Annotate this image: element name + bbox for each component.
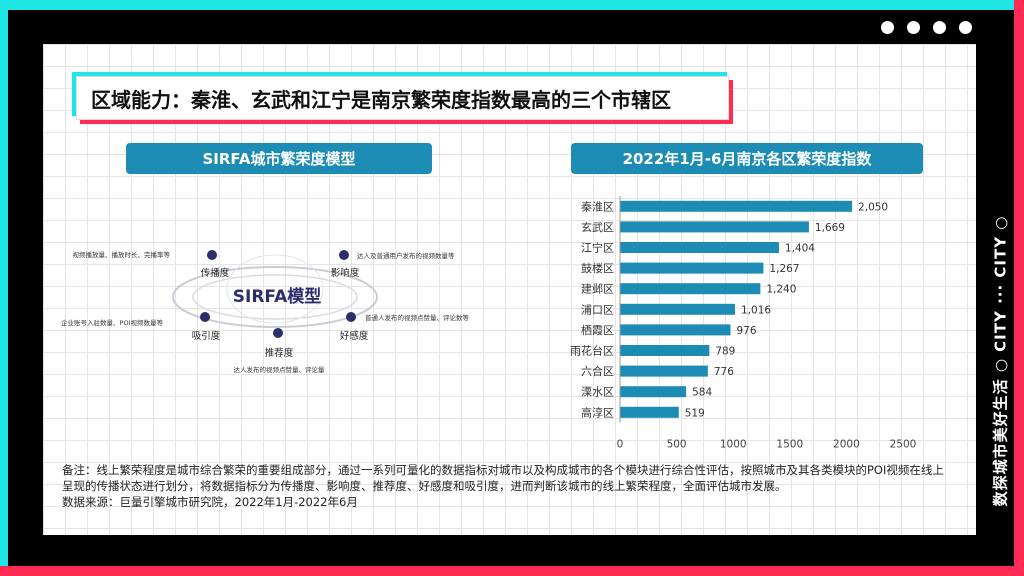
node-desc: 达人发布的视频点赞量、评论量 — [234, 365, 326, 374]
category-label: 雨花台区 — [570, 344, 614, 358]
node-label: 影响度 — [331, 267, 360, 279]
frame-bottom-accent — [0, 566, 1024, 576]
dot-icon — [881, 21, 894, 34]
value-label: 519 — [685, 407, 705, 419]
page-title: 区域能力：秦淮、玄武和江宁是南京繁荣度指数最高的三个市辖区 — [91, 87, 671, 112]
bar — [620, 262, 764, 274]
bar — [620, 221, 809, 233]
dot-icon — [959, 21, 972, 34]
note-text: 备注：线上繁荣程度是城市综合繁荣的重要组成部分，通过一系列可量化的数据指标对城市… — [62, 463, 944, 493]
model-ring-inner — [192, 274, 358, 320]
chart-header: 2022年1月-6月南京各区繁荣度指数 — [571, 143, 923, 174]
category-label: 溧水区 — [581, 385, 614, 399]
frame-left-accent — [0, 0, 8, 570]
model-ring-deco — [226, 254, 324, 324]
x-tick-label: 500 — [667, 439, 687, 450]
value-label: 976 — [736, 325, 756, 337]
content-panel — [43, 44, 976, 535]
x-tick-label: 1500 — [776, 439, 803, 450]
node-desc: 视频播放量、播放时长、完播率等 — [73, 250, 171, 259]
node-label: 吸引度 — [192, 330, 221, 342]
value-label: 2,050 — [858, 201, 888, 213]
x-tick-label: 0 — [617, 439, 624, 450]
source-text: 数据来源：巨量引擎城市研究院，2022年1月-2022年6月 — [62, 495, 358, 509]
node-label: 推荐度 — [265, 347, 294, 359]
node-label: 好感度 — [340, 330, 369, 342]
value-label: 1,404 — [785, 243, 815, 255]
dot-icon — [933, 21, 946, 34]
bar — [620, 365, 708, 377]
value-label: 1,669 — [815, 222, 845, 234]
district-bar-chart: 秦淮区 2,050 玄武区 1,669 江宁区 1,404 鼓楼区 1,267 建邺区 1,240… — [570, 196, 917, 450]
category-label: 鼓楼区 — [581, 261, 614, 275]
bar — [620, 324, 731, 336]
model-header: SIRFA城市繁荣度模型 — [126, 143, 432, 174]
x-tick-label: 2500 — [890, 439, 917, 450]
category-label: 玄武区 — [581, 220, 614, 234]
dot-icon — [907, 21, 920, 34]
bar — [620, 283, 761, 295]
bar — [620, 200, 853, 212]
frame-top-accent — [0, 0, 1024, 10]
node-icon-favor — [346, 312, 356, 322]
frame-right-accent — [1014, 0, 1024, 576]
category-label: 秦淮区 — [581, 199, 614, 213]
bar — [620, 406, 679, 418]
model-center-label: SIRFA模型 — [233, 286, 321, 307]
category-label: 江宁区 — [581, 241, 614, 255]
title-card: 区域能力：秦淮、玄武和江宁是南京繁荣度指数最高的三个市辖区 — [76, 76, 729, 120]
page-title-box: 区域能力：秦淮、玄武和江宁是南京繁荣度指数最高的三个市辖区 — [72, 72, 733, 124]
node-desc: 普通人发布的视频点赞量、评论数等 — [365, 313, 470, 322]
side-slogan: 数探城市美好生活 ○ CITY ··· CITY ○ — [985, 188, 1015, 533]
category-label: 高淳区 — [581, 405, 614, 419]
x-tick-label: 1000 — [720, 439, 747, 450]
value-label: 776 — [714, 366, 734, 378]
node-icon-attract — [200, 312, 210, 322]
category-label: 六合区 — [581, 364, 614, 378]
bar — [620, 345, 710, 356]
value-label: 1,016 — [741, 304, 771, 316]
value-label: 1,267 — [769, 263, 799, 275]
bar — [620, 386, 687, 398]
model-ring-outer — [172, 266, 378, 328]
node-label: 传播度 — [201, 267, 230, 279]
bar — [620, 303, 736, 315]
value-label: 584 — [692, 387, 712, 399]
window-dots — [881, 21, 972, 34]
node-icon-recommend — [273, 328, 283, 338]
node-desc: 企业账号入驻数量、POI视频数量等 — [61, 318, 163, 327]
bar — [620, 242, 779, 253]
x-tick-label: 2000 — [833, 439, 860, 450]
value-label: 1,240 — [766, 284, 796, 296]
side-slogan-text: 数探城市美好生活 ○ CITY ··· CITY ○ — [991, 215, 1010, 506]
node-icon-influence — [339, 250, 349, 260]
category-label: 建邺区 — [581, 282, 614, 296]
node-desc: 达人及普通用户发布的视频数量等 — [357, 251, 455, 260]
footnote: 备注：线上繁荣程度是城市综合繁荣的重要组成部分，通过一系列可量化的数据指标对城市… — [62, 462, 952, 510]
category-label: 栖霞区 — [581, 323, 614, 337]
sirfa-model-diagram: SIRFA模型 视频播放量、播放时长、完播率等 传播度 达人及普通用户发布的视频… — [61, 250, 470, 374]
category-label: 浦口区 — [581, 303, 614, 316]
value-label: 789 — [715, 346, 735, 358]
node-icon-spread — [207, 250, 217, 260]
